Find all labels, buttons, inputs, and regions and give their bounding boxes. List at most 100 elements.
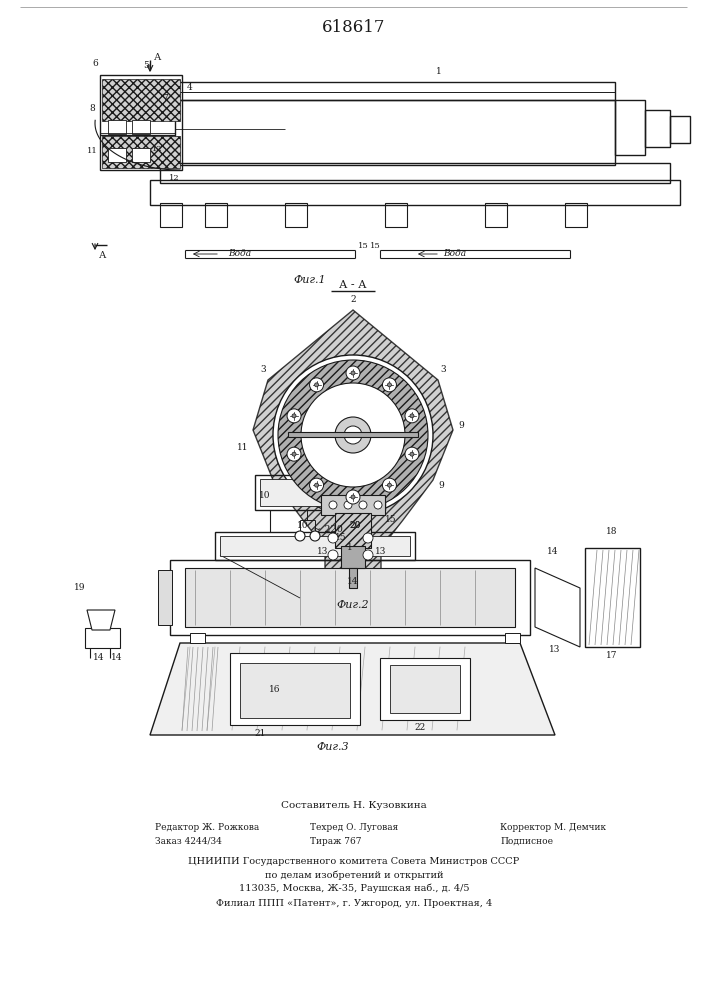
Circle shape [382,378,397,392]
Text: 1: 1 [436,68,442,77]
Text: 14: 14 [93,652,105,662]
Bar [102,136,180,168]
Circle shape [292,414,296,418]
Polygon shape [87,610,115,630]
Circle shape [315,483,319,487]
Bar [615,100,645,155]
Bar [205,203,227,227]
Polygon shape [150,643,555,735]
Circle shape [310,478,324,492]
Bar [505,633,520,643]
Circle shape [387,383,392,387]
Text: 14: 14 [111,652,123,662]
Circle shape [363,550,373,560]
Text: А: А [154,53,162,62]
Text: 17: 17 [606,650,618,660]
Circle shape [405,447,419,461]
Circle shape [328,533,338,543]
Bar [185,568,515,627]
Text: 3: 3 [260,365,266,374]
Text: 1: 1 [347,544,353,552]
Bar [349,568,357,588]
Text: 15: 15 [370,242,380,250]
Text: Тираж 767: Тираж 767 [310,836,361,846]
Circle shape [382,478,397,492]
Bar [100,75,182,170]
Circle shape [346,490,360,504]
Text: ЦНИИПИ Государственного комитета Совета Министров СССР: ЦНИИПИ Государственного комитета Совета … [188,857,520,866]
Bar [321,495,385,515]
Bar [670,116,690,143]
Text: 6: 6 [92,58,98,68]
Text: Филиал ППП «Патент», г. Ужгород, ул. Проектная, 4: Филиал ППП «Патент», г. Ужгород, ул. Про… [216,898,492,908]
Bar [341,546,365,568]
Bar [220,536,410,556]
Circle shape [328,550,338,560]
Text: 22: 22 [414,722,426,732]
Text: 18: 18 [606,526,618,536]
Bar [175,100,615,165]
Text: Фиг.2: Фиг.2 [337,600,369,610]
Text: 13: 13 [375,548,387,556]
Text: Вода: Вода [228,249,252,258]
Text: ~ 220: ~ 220 [313,526,343,534]
Circle shape [278,360,428,510]
Text: 8: 8 [89,104,95,113]
Circle shape [287,447,301,461]
Polygon shape [253,310,453,588]
Circle shape [335,417,371,453]
Bar [585,548,640,647]
Circle shape [295,531,305,541]
Circle shape [273,355,433,515]
Bar [230,653,360,725]
Text: Техред О. Луговая: Техред О. Луговая [310,822,398,832]
Bar [285,203,307,227]
Circle shape [287,409,301,423]
Bar [160,203,182,227]
Bar [102,79,180,121]
Text: Корректор М. Демчик: Корректор М. Демчик [500,822,606,832]
Text: 12: 12 [152,145,163,153]
Bar [335,513,371,548]
Bar [645,110,670,147]
Bar [390,665,460,713]
Circle shape [359,501,367,509]
Text: Вода: Вода [443,249,467,258]
Text: 21: 21 [255,728,266,738]
Text: А: А [99,250,107,259]
Circle shape [374,501,382,509]
Text: 13: 13 [317,548,329,556]
Bar [132,120,150,134]
Bar [170,560,530,635]
Bar [385,203,407,227]
Circle shape [310,378,324,392]
Text: 11: 11 [238,444,249,452]
Text: 9: 9 [438,481,444,489]
Text: 16: 16 [269,686,281,694]
Text: по делам изобретений и открытий: по делам изобретений и открытий [264,870,443,880]
Text: 10: 10 [297,520,309,530]
Bar [255,475,385,510]
Text: 14: 14 [547,548,559,556]
Circle shape [310,531,320,541]
Text: 15: 15 [385,516,397,524]
Circle shape [315,383,319,387]
Text: Подписное: Подписное [500,836,553,846]
Bar [190,633,205,643]
Text: 9: 9 [458,420,464,430]
Bar [215,532,415,560]
Circle shape [344,501,352,509]
Circle shape [405,409,419,423]
Text: 15: 15 [335,534,347,542]
Text: 13: 13 [549,646,561,654]
Bar [240,663,350,718]
Bar [485,203,507,227]
Text: 20: 20 [349,520,361,530]
Bar [260,479,380,506]
Bar [288,432,418,437]
Text: 4: 4 [187,84,193,93]
Text: 113035, Москва, Ж-35, Раушская наб., д. 4/5: 113035, Москва, Ж-35, Раушская наб., д. … [239,883,469,893]
Polygon shape [535,568,580,647]
Text: Составитель Н. Кузовкина: Составитель Н. Кузовкина [281,800,427,810]
Bar [565,203,587,227]
